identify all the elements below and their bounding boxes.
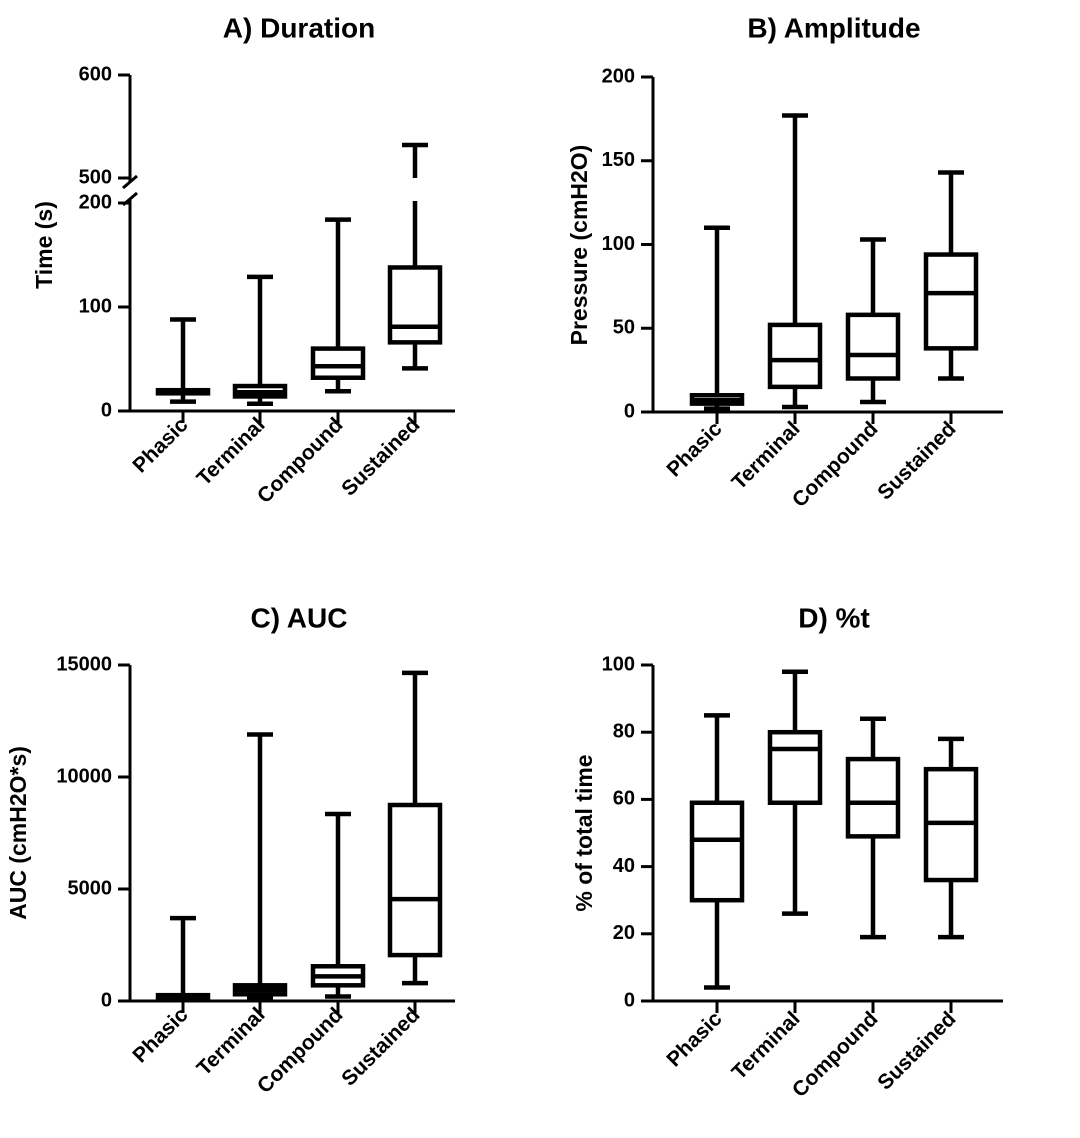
box-phasic: [155, 915, 211, 1003]
y-axis-label: Pressure (cmH2O): [566, 145, 592, 346]
box-iqr: [923, 252, 979, 351]
chart-title: B) Amplitude: [747, 12, 920, 43]
x-category-label: Sustained: [337, 1003, 424, 1090]
box-sustained: [387, 142, 443, 371]
y-tick-label: 0: [101, 399, 112, 421]
y-tick-label: 100: [79, 295, 112, 317]
box-compound: [845, 716, 901, 940]
box-compound: [845, 237, 901, 405]
box-iqr: [387, 802, 443, 958]
box-phasic: [689, 713, 745, 990]
y-tick-label: 100: [602, 653, 635, 675]
x-category-label: Phasic: [128, 1003, 192, 1067]
chart-panel-2: B) Amplitude Pressure (cmH2O) 0 50 100 150 200…: [566, 12, 1003, 512]
box-phasic: [155, 317, 211, 404]
y-tick-label: 80: [613, 720, 635, 742]
box-terminal: [232, 732, 288, 1002]
chart-title: C) AUC: [251, 602, 348, 633]
box-iqr: [845, 756, 901, 839]
axis-break-mark: [122, 174, 138, 190]
y-tick-label: 20: [613, 922, 635, 944]
y-axis-label: AUC (cmH2O*s): [5, 746, 31, 920]
box-compound: [310, 217, 366, 394]
x-category-label: Sustained: [873, 1007, 960, 1094]
y-tick-label: 15000: [56, 653, 112, 675]
box-iqr: [767, 729, 823, 806]
box-iqr: [689, 800, 745, 903]
y-tick-label: 0: [624, 400, 635, 422]
box-sustained: [923, 170, 979, 381]
x-category-label: Sustained: [337, 413, 424, 500]
y-axis-label: Time (s): [31, 201, 57, 289]
y-tick-label: 60: [613, 788, 635, 810]
y-tick-label: 5000: [68, 877, 113, 899]
box-iqr: [310, 346, 366, 380]
x-category-label: Terminal: [192, 1003, 269, 1080]
x-category-label: Phasic: [662, 1007, 726, 1071]
x-category-label: Phasic: [662, 417, 726, 481]
y-tick-label: 500: [79, 166, 112, 188]
y-tick-label: 0: [101, 989, 112, 1011]
x-category-label: Terminal: [727, 1007, 804, 1084]
box-iqr: [767, 322, 823, 390]
x-category-label: Terminal: [727, 417, 804, 494]
box-iqr: [845, 312, 901, 381]
box-terminal: [767, 113, 823, 410]
x-category-label: Terminal: [192, 413, 269, 490]
box-terminal: [232, 274, 288, 406]
box-terminal: [767, 669, 823, 916]
y-tick-label: 40: [613, 855, 635, 877]
y-tick-label: 200: [602, 65, 635, 87]
box-iqr: [387, 265, 443, 345]
y-tick-label: 600: [79, 63, 112, 85]
chart-panel-3: C) AUC AUC (cmH2O*s) 0 5000 10000 15000 Phasic…: [5, 602, 455, 1098]
y-tick-label: 10000: [56, 765, 112, 787]
x-category-label: Sustained: [873, 417, 960, 504]
chart-title: D) %t: [798, 602, 870, 633]
y-tick-label: 100: [602, 233, 635, 255]
x-category-label: Phasic: [128, 413, 192, 477]
box-phasic: [689, 225, 745, 411]
box-compound: [310, 811, 366, 999]
chart-panel-1: A) Duration Time (s) 0 100 200 500 600 Phasic Te…: [31, 12, 455, 508]
y-tick-label: 50: [613, 317, 635, 339]
box-sustained: [923, 736, 979, 940]
y-tick-label: 0: [624, 989, 635, 1011]
box-sustained: [387, 670, 443, 986]
chart-panel-4: D) %t % of total time 0 20 40 60 80 100 Phasic Te…: [571, 602, 1003, 1102]
y-tick-label: 200: [79, 191, 112, 213]
chart-title: A) Duration: [223, 12, 375, 43]
y-axis-label: % of total time: [571, 754, 597, 911]
y-tick-label: 150: [602, 149, 635, 171]
